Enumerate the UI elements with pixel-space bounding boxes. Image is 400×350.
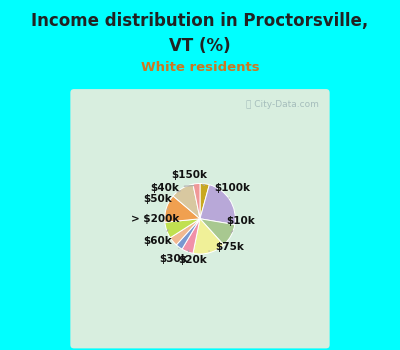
Text: White residents: White residents: [141, 61, 259, 74]
Wedge shape: [182, 219, 200, 253]
Text: $30k: $30k: [160, 248, 188, 264]
Text: Income distribution in Proctorsville,: Income distribution in Proctorsville,: [31, 12, 369, 30]
Wedge shape: [165, 219, 200, 238]
Text: $75k: $75k: [209, 243, 244, 252]
Wedge shape: [176, 219, 200, 249]
Text: $50k: $50k: [143, 191, 180, 204]
Text: VT (%): VT (%): [169, 37, 231, 55]
Wedge shape: [193, 219, 224, 254]
Text: ⓘ City-Data.com: ⓘ City-Data.com: [246, 100, 318, 109]
Wedge shape: [200, 185, 235, 225]
Text: $10k: $10k: [226, 216, 255, 233]
Text: $60k: $60k: [143, 230, 172, 246]
Wedge shape: [165, 196, 200, 222]
FancyBboxPatch shape: [69, 88, 331, 350]
Text: $100k: $100k: [214, 182, 250, 198]
Wedge shape: [173, 184, 200, 219]
Text: $40k: $40k: [150, 182, 194, 192]
Wedge shape: [200, 219, 235, 245]
Text: $150k: $150k: [172, 170, 208, 186]
Text: $20k: $20k: [178, 250, 207, 265]
Wedge shape: [200, 183, 209, 219]
Wedge shape: [193, 183, 200, 219]
Wedge shape: [170, 219, 200, 245]
Text: > $200k: > $200k: [131, 209, 179, 224]
